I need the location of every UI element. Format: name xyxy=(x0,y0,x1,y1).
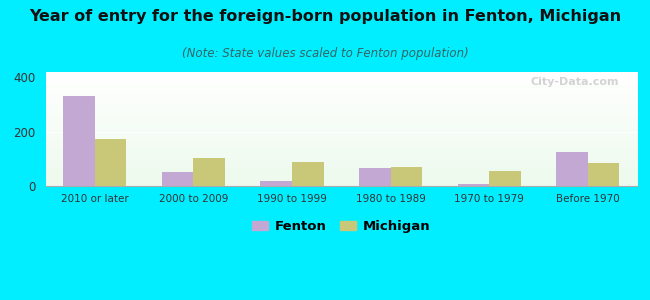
Bar xyxy=(556,152,588,186)
Bar xyxy=(95,139,126,186)
Bar xyxy=(359,168,391,186)
Legend: Fenton, Michigan: Fenton, Michigan xyxy=(247,215,436,239)
Bar xyxy=(162,172,194,186)
Text: City-Data.com: City-Data.com xyxy=(531,76,619,87)
Bar xyxy=(489,171,521,186)
Text: (Note: State values scaled to Fenton population): (Note: State values scaled to Fenton pop… xyxy=(181,46,469,59)
Bar xyxy=(391,167,422,186)
Bar xyxy=(261,181,292,186)
Text: Year of entry for the foreign-born population in Fenton, Michigan: Year of entry for the foreign-born popul… xyxy=(29,9,621,24)
Bar xyxy=(458,184,489,186)
Bar xyxy=(292,162,324,186)
Bar xyxy=(63,96,95,186)
Bar xyxy=(588,163,619,186)
Bar xyxy=(194,158,225,186)
